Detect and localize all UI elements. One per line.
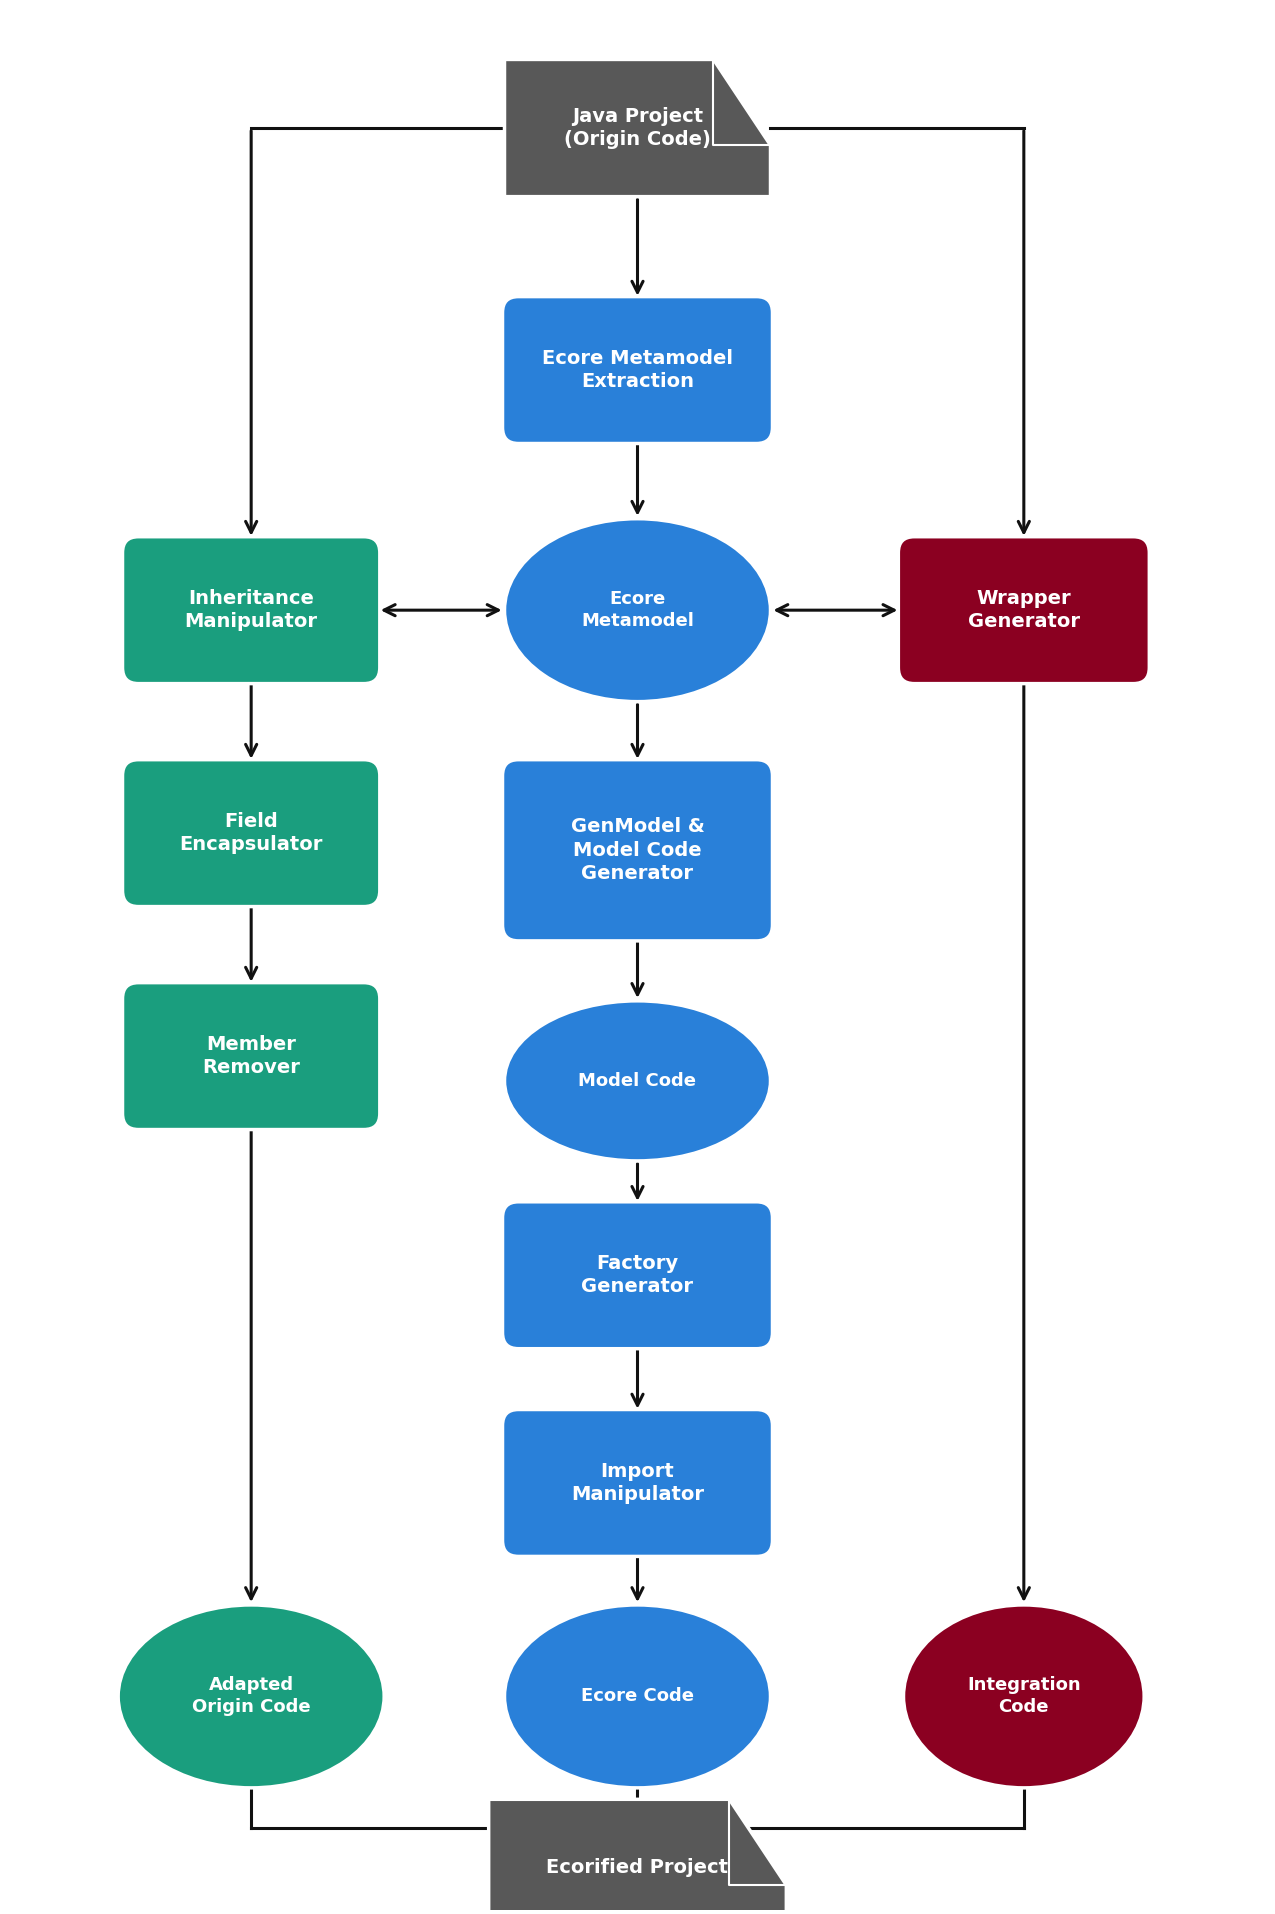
FancyBboxPatch shape <box>502 1409 773 1556</box>
Text: GenModel &
Model Code
Generator: GenModel & Model Code Generator <box>570 817 704 882</box>
Ellipse shape <box>505 519 770 702</box>
FancyBboxPatch shape <box>502 297 773 444</box>
Ellipse shape <box>505 1001 770 1162</box>
Text: Java Project
(Origin Code): Java Project (Origin Code) <box>564 107 711 149</box>
FancyBboxPatch shape <box>899 536 1149 683</box>
Text: Factory
Generator: Factory Generator <box>581 1254 694 1296</box>
Text: Ecore
Metamodel: Ecore Metamodel <box>581 590 694 630</box>
FancyBboxPatch shape <box>122 982 380 1129</box>
Text: Ecore Code: Ecore Code <box>581 1688 694 1705</box>
FancyBboxPatch shape <box>502 760 773 942</box>
Text: Inheritance
Manipulator: Inheritance Manipulator <box>185 590 317 632</box>
Text: Import
Manipulator: Import Manipulator <box>571 1462 704 1504</box>
Text: Ecore Metamodel
Extraction: Ecore Metamodel Extraction <box>542 348 733 390</box>
Text: Wrapper
Generator: Wrapper Generator <box>968 590 1080 632</box>
Text: Member
Remover: Member Remover <box>203 1035 300 1078</box>
Text: Field
Encapsulator: Field Encapsulator <box>180 812 323 854</box>
Polygon shape <box>488 1799 787 1914</box>
FancyBboxPatch shape <box>502 1202 773 1349</box>
FancyBboxPatch shape <box>122 536 380 683</box>
Polygon shape <box>505 59 770 197</box>
Ellipse shape <box>505 1606 770 1788</box>
FancyBboxPatch shape <box>122 760 380 907</box>
Text: Ecorified Project: Ecorified Project <box>547 1858 728 1878</box>
Text: Model Code: Model Code <box>579 1072 696 1089</box>
Text: Integration
Code: Integration Code <box>966 1677 1081 1717</box>
Ellipse shape <box>904 1606 1144 1788</box>
Ellipse shape <box>119 1606 384 1788</box>
Text: Adapted
Origin Code: Adapted Origin Code <box>191 1677 311 1717</box>
